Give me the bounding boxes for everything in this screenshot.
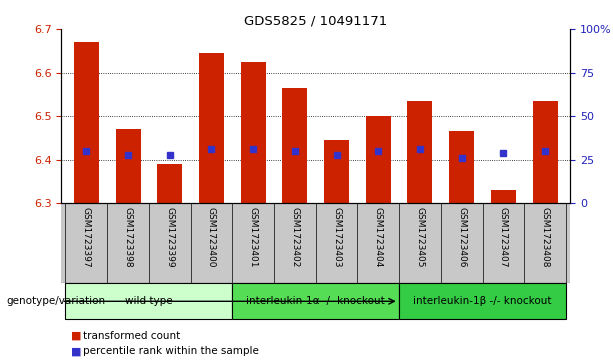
Text: GSM1723405: GSM1723405 <box>416 207 424 268</box>
Bar <box>491 190 516 203</box>
Text: GSM1723397: GSM1723397 <box>82 207 91 268</box>
Text: interleukin-1α -/- knockout: interleukin-1α -/- knockout <box>246 296 385 306</box>
Bar <box>232 283 399 319</box>
Text: ■: ■ <box>70 331 81 341</box>
Text: ■: ■ <box>70 346 81 356</box>
Text: GSM1723408: GSM1723408 <box>541 207 550 268</box>
Text: GSM1723401: GSM1723401 <box>249 207 257 268</box>
Text: GSM1723398: GSM1723398 <box>124 207 132 268</box>
Bar <box>115 129 140 203</box>
Text: GSM1723403: GSM1723403 <box>332 207 341 268</box>
Text: GSM1723406: GSM1723406 <box>457 207 466 268</box>
Bar <box>449 131 474 203</box>
Title: GDS5825 / 10491171: GDS5825 / 10491171 <box>244 15 387 28</box>
Text: GSM1723399: GSM1723399 <box>166 207 174 268</box>
Text: wild type: wild type <box>125 296 173 306</box>
Text: GSM1723400: GSM1723400 <box>207 207 216 268</box>
Bar <box>408 101 432 203</box>
Text: GSM1723407: GSM1723407 <box>499 207 508 268</box>
Text: genotype/variation: genotype/variation <box>6 296 105 306</box>
Text: GSM1723404: GSM1723404 <box>374 207 383 268</box>
Bar <box>533 101 558 203</box>
Bar <box>74 42 99 203</box>
Bar <box>241 62 265 203</box>
Bar <box>66 283 232 319</box>
Bar <box>283 88 307 203</box>
Bar <box>399 283 566 319</box>
Text: transformed count: transformed count <box>83 331 180 341</box>
Bar <box>199 53 224 203</box>
Text: GSM1723402: GSM1723402 <box>291 207 299 268</box>
Text: percentile rank within the sample: percentile rank within the sample <box>83 346 259 356</box>
Bar <box>366 116 390 203</box>
Text: interleukin-1β -/- knockout: interleukin-1β -/- knockout <box>413 296 552 306</box>
Bar <box>324 140 349 203</box>
Bar <box>157 164 182 203</box>
